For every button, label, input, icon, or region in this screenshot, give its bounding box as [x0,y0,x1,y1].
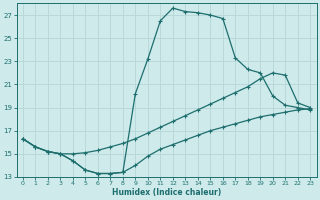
X-axis label: Humidex (Indice chaleur): Humidex (Indice chaleur) [112,188,221,197]
